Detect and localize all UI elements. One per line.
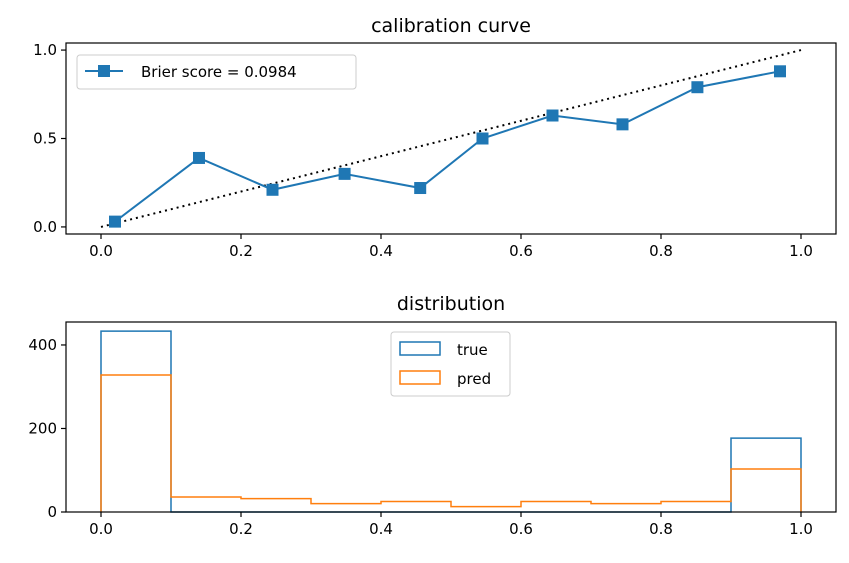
chart-title: distribution <box>397 293 505 315</box>
chart-title: calibration curve <box>371 15 531 37</box>
plot-frame <box>65 321 837 513</box>
x-tick-label: 0.6 <box>509 520 533 538</box>
histogram-pred <box>100 374 802 512</box>
legend: true pred <box>390 331 511 397</box>
y-tick-label: 0.0 <box>33 218 57 236</box>
calibration-point <box>616 118 629 131</box>
x-tick-label: 1.0 <box>789 242 813 260</box>
y-tick-label: 0 <box>47 503 57 521</box>
x-tick-label: 0.8 <box>649 242 673 260</box>
legend-swatch-pred <box>399 370 441 385</box>
calibration-subplot: calibration curve 0.0 0.2 0.4 0.6 0.8 1.00.00… <box>33 15 837 260</box>
x-tick-label: 1.0 <box>789 520 813 538</box>
legend: Brier score = 0.0984 <box>76 54 357 90</box>
distribution-subplot: distribution 0.0 0.2 0.4 0.6 0.8 1.0 0 200 400 t… <box>28 293 837 538</box>
x-tick-label: 0.8 <box>649 520 673 538</box>
calibration-point <box>774 65 786 78</box>
calibration-marks <box>100 49 802 228</box>
x-tick-label: 0.0 <box>89 520 113 538</box>
legend-label-true: true <box>457 341 488 359</box>
legend-box <box>390 331 511 397</box>
legend-marker-swatch <box>98 65 110 77</box>
calibration-point <box>691 81 704 94</box>
x-tick-label: 0.2 <box>229 520 253 538</box>
x-tick-label: 0.0 <box>89 242 113 260</box>
calibration-point <box>546 109 559 122</box>
x-tick-label: 0.6 <box>509 242 533 260</box>
calibration-point <box>109 215 121 228</box>
perfect-calibration-line <box>100 49 802 228</box>
x-tick-label: 0.2 <box>229 242 253 260</box>
calibration-point <box>338 167 351 180</box>
x-tick-label: 0.4 <box>369 520 393 538</box>
legend-label-pred: pred <box>457 370 491 388</box>
x-tick-label: 0.4 <box>369 242 393 260</box>
y-tick-label: 200 <box>28 419 57 437</box>
legend-box <box>76 54 357 90</box>
calibration-point <box>476 132 489 145</box>
legend-swatch-true <box>399 341 441 356</box>
y-tick-label: 400 <box>28 336 57 354</box>
axis-ticks: 0.0 0.2 0.4 0.6 0.8 1.0 0.0 0.5 1.0 <box>33 41 813 260</box>
calibration-line <box>114 70 781 223</box>
axis-ticks: 0.0 0.2 0.4 0.6 0.8 1.0 0 200 400 <box>28 336 813 538</box>
y-tick-label: 0.5 <box>33 130 57 148</box>
calibration-point <box>414 182 427 195</box>
calibration-point <box>266 183 279 196</box>
y-tick-label: 1.0 <box>33 41 57 59</box>
legend-label-brier: Brier score = 0.0984 <box>141 63 297 81</box>
calibration-point <box>193 151 205 164</box>
